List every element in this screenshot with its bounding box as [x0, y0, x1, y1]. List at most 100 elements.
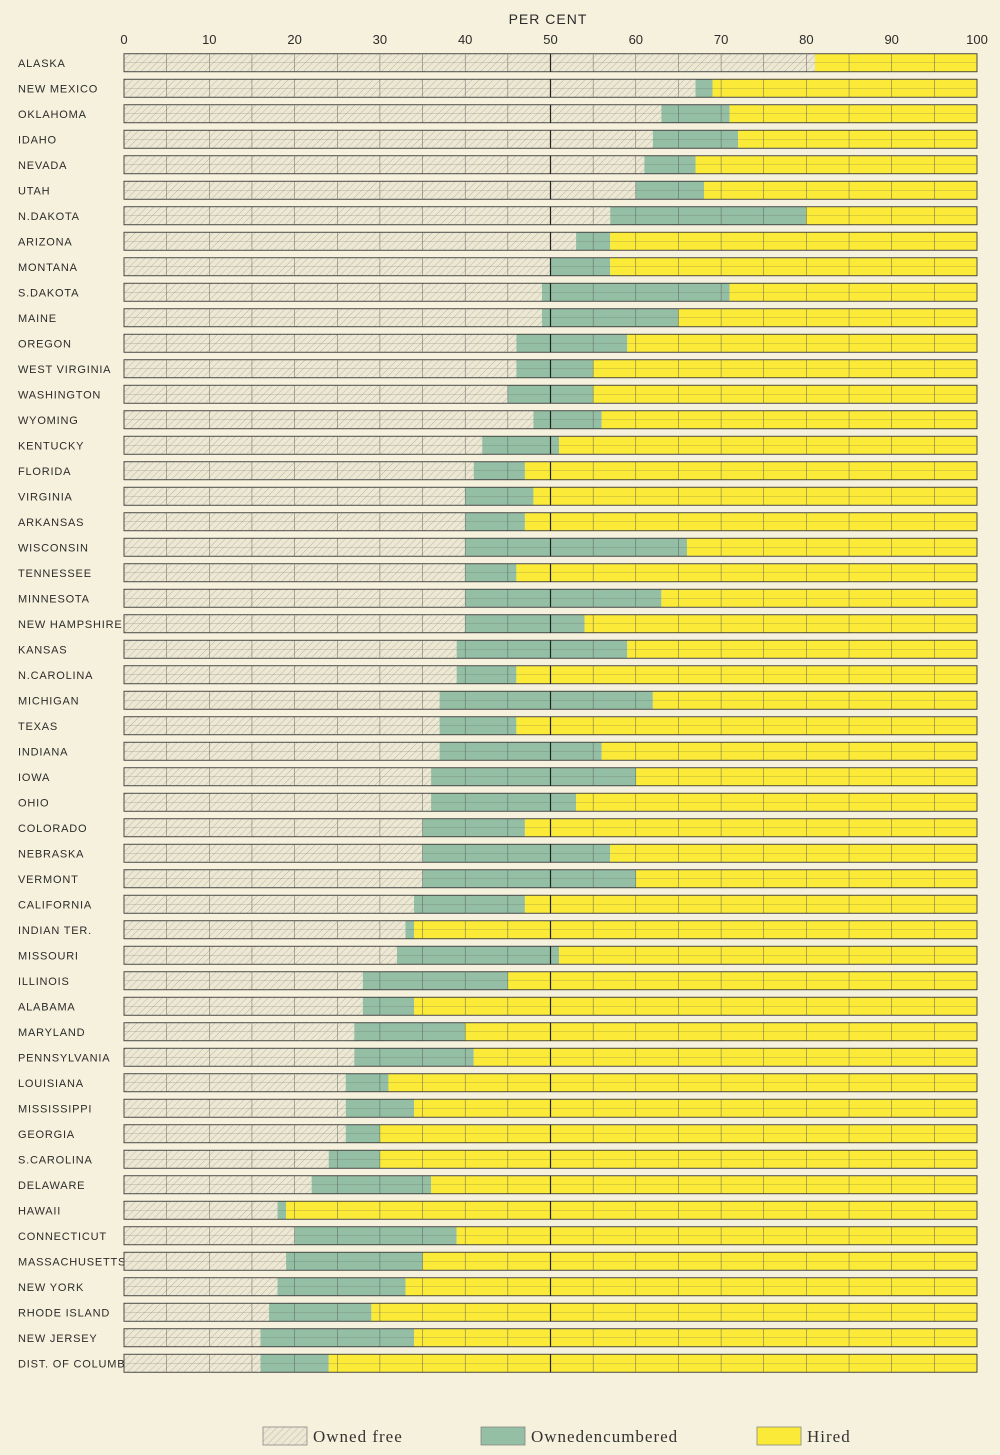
bar-row: S.DAKOTA: [18, 282, 978, 302]
bar-row: CALIFORNIA: [18, 894, 978, 914]
x-axis-ticks: 0 10 20 30 40 50 60 70 80 90 100: [120, 32, 987, 47]
row-label: LOUISIANA: [18, 1078, 84, 1090]
bar-row: ARKANSAS: [18, 512, 978, 532]
row-label: NEW YORK: [18, 1282, 84, 1294]
legend-label: Ownedencumbered: [531, 1427, 678, 1446]
row-label: S.DAKOTA: [18, 287, 79, 299]
row-label: CALIFORNIA: [18, 899, 92, 911]
row-label: NEW MEXICO: [18, 83, 98, 95]
bar-row: WYOMING: [18, 410, 978, 430]
legend-swatch: [262, 1426, 308, 1446]
x-axis-title: PER CENT: [509, 11, 588, 27]
legend-item: Ownedencumbered: [480, 1426, 678, 1446]
row-label: ILLINOIS: [18, 976, 70, 988]
row-label: KANSAS: [18, 644, 67, 656]
row-label: TENNESSEE: [18, 568, 92, 580]
row-label: S.CAROLINA: [18, 1154, 93, 1166]
row-label: MISSOURI: [18, 950, 79, 962]
row-label: TEXAS: [18, 721, 58, 733]
bar-row: NEBRASKA: [18, 843, 978, 863]
bar-row: COLORADO: [18, 818, 978, 838]
bar-row: IDAHO: [18, 129, 978, 149]
bar-row: NEW YORK: [18, 1277, 978, 1297]
bar-row: TENNESSEE: [18, 563, 978, 583]
x-tick-label: 30: [373, 32, 387, 47]
bar-row: UTAH: [18, 180, 978, 200]
row-label: MINNESOTA: [18, 593, 90, 605]
bar-row: INDIANA: [18, 741, 978, 761]
bar-row: KENTUCKY: [18, 435, 978, 455]
x-tick-label: 60: [629, 32, 643, 47]
row-label: WASHINGTON: [18, 389, 101, 401]
bar-row: ALASKA: [18, 53, 978, 73]
row-label: FLORIDA: [18, 466, 71, 478]
row-label: MASSACHUSETTS: [18, 1256, 126, 1268]
legend-swatch: [756, 1426, 802, 1446]
bar-row: MASSACHUSETTS: [18, 1251, 978, 1271]
row-label: IDAHO: [18, 134, 57, 146]
row-label: NEW HAMPSHIRE: [18, 619, 123, 631]
bar-row: OREGON: [18, 333, 978, 353]
row-label: VIRGINIA: [18, 491, 73, 503]
bar-row: TEXAS: [18, 716, 978, 736]
bar-row: NEVADA: [18, 155, 978, 175]
row-label: CONNECTICUT: [18, 1231, 107, 1243]
bar-row: RHODE ISLAND: [18, 1302, 978, 1322]
x-tick-label: 90: [884, 32, 898, 47]
bar-row: MONTANA: [18, 257, 978, 277]
row-label: UTAH: [18, 185, 50, 197]
row-label: INDIANA: [18, 746, 68, 758]
bar-row: VERMONT: [18, 869, 978, 889]
bar-row: VIRGINIA: [18, 486, 978, 506]
row-label: DIST. OF COLUMBIA: [18, 1358, 137, 1370]
row-label: ALASKA: [18, 58, 66, 70]
x-tick-label: 80: [799, 32, 813, 47]
bar-row: WEST VIRGINIA: [18, 359, 978, 379]
bar-row: IOWA: [18, 767, 978, 787]
row-label: PENNSYLVANIA: [18, 1052, 110, 1064]
row-label: WISCONSIN: [18, 542, 89, 554]
x-tick-label: 100: [966, 32, 988, 47]
x-tick-label: 20: [287, 32, 301, 47]
row-label: DELAWARE: [18, 1180, 85, 1192]
bar-rows: ALASKA NEW MEXICO OKLAHOMA IDAHO NEVADA UTAH N…: [18, 53, 978, 1373]
x-tick-label: 0: [120, 32, 127, 47]
bar-row: INDIAN TER.: [18, 920, 978, 940]
bar-row: LOUISIANA: [18, 1073, 978, 1093]
row-label: ALABAMA: [18, 1001, 76, 1013]
row-label: NEBRASKA: [18, 848, 84, 860]
x-tick-label: 10: [202, 32, 216, 47]
bar-row: WISCONSIN: [18, 537, 978, 557]
bar-row: S.CAROLINA: [18, 1149, 978, 1169]
legend-swatch: [480, 1426, 526, 1446]
bar-row: MICHIGAN: [18, 690, 978, 710]
row-label: MISSISSIPPI: [18, 1103, 92, 1115]
bar-row: MINNESOTA: [18, 588, 978, 608]
bar-row: GEORGIA: [18, 1124, 978, 1144]
bar-row: N.CAROLINA: [18, 665, 978, 685]
bar-row: DELAWARE: [18, 1175, 978, 1195]
x-tick-label: 40: [458, 32, 472, 47]
legend-label: Owned free: [313, 1427, 403, 1446]
row-label: OHIO: [18, 797, 49, 809]
row-label: N.DAKOTA: [18, 211, 80, 223]
bar-row: N.DAKOTA: [18, 206, 978, 226]
bar-row: NEW HAMPSHIRE: [18, 614, 978, 634]
row-label: WYOMING: [18, 415, 79, 427]
row-label: WEST VIRGINIA: [18, 364, 111, 376]
row-label: N.CAROLINA: [18, 670, 93, 682]
legend: Owned free Ownedencumbered Hired: [262, 1426, 851, 1446]
row-label: MONTANA: [18, 262, 78, 274]
bar-row: ALABAMA: [18, 996, 978, 1016]
legend-label: Hired: [807, 1427, 851, 1446]
legend-item: Owned free: [262, 1426, 403, 1446]
bar-row: FLORIDA: [18, 461, 978, 481]
row-label: NEVADA: [18, 160, 67, 172]
row-label: INDIAN TER.: [18, 925, 92, 937]
legend-item: Hired: [756, 1426, 851, 1446]
row-label: MARYLAND: [18, 1027, 85, 1039]
row-label: ARIZONA: [18, 236, 73, 248]
x-tick-label: 70: [714, 32, 728, 47]
row-label: OKLAHOMA: [18, 109, 87, 121]
